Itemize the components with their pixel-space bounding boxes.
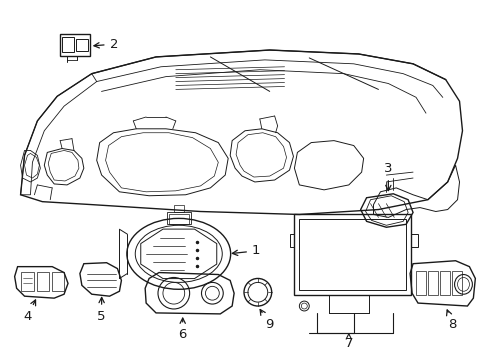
Bar — [294, 215, 410, 295]
Bar — [52, 271, 64, 291]
Bar — [20, 271, 34, 291]
Bar — [451, 271, 461, 295]
Bar — [62, 37, 74, 52]
Text: 8: 8 — [446, 310, 456, 331]
Bar — [60, 34, 90, 56]
Text: 2: 2 — [94, 38, 118, 51]
Bar — [415, 271, 425, 295]
Bar — [37, 271, 49, 291]
Text: 9: 9 — [260, 310, 273, 331]
Text: 3: 3 — [383, 162, 392, 190]
Text: 7: 7 — [344, 334, 352, 350]
Bar — [299, 219, 406, 290]
Bar — [439, 271, 449, 295]
Text: 1: 1 — [232, 244, 260, 257]
Bar — [173, 204, 183, 212]
Text: 4: 4 — [23, 300, 36, 323]
Text: 5: 5 — [97, 297, 106, 323]
Bar — [166, 212, 190, 224]
Text: 6: 6 — [178, 318, 186, 341]
Bar — [427, 271, 437, 295]
Bar — [76, 39, 88, 51]
Bar — [168, 215, 188, 224]
